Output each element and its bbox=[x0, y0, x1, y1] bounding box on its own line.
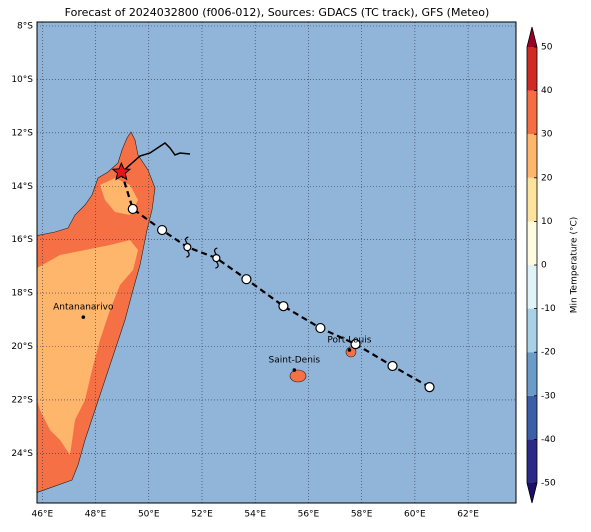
city-label: Antananarivo bbox=[53, 303, 114, 313]
x-tick-label: 56°E bbox=[298, 510, 320, 520]
x-tick-label: 46°E bbox=[32, 510, 54, 520]
cyclone-arms bbox=[214, 247, 219, 269]
colorbar-tick-label: 50 bbox=[541, 43, 553, 53]
track-point bbox=[424, 381, 435, 393]
x-tick-label: 52°E bbox=[191, 510, 213, 520]
colorbar-level bbox=[527, 221, 537, 265]
land-warm-zone bbox=[100, 178, 138, 215]
y-tick-label: 14°S bbox=[11, 182, 33, 192]
track-point bbox=[127, 203, 138, 215]
track-point-star bbox=[111, 161, 132, 181]
track-point-cyclone bbox=[212, 253, 221, 263]
x-tick-label: 62°E bbox=[457, 510, 479, 520]
colorbar-tick-label: 10 bbox=[541, 217, 553, 227]
colorbar-tick-label: 0 bbox=[541, 261, 547, 271]
colorbar-tick-label: -30 bbox=[541, 391, 556, 401]
track-point bbox=[278, 301, 289, 312]
colorbar-tick-label: -10 bbox=[541, 304, 556, 314]
y-tick-label: 16°S bbox=[11, 235, 33, 245]
land-warm-zone bbox=[37, 240, 138, 455]
colorbar-tick-label: 40 bbox=[541, 86, 553, 96]
x-tick-label: 58°E bbox=[351, 510, 373, 520]
city-dot bbox=[81, 315, 86, 319]
x-tick-label: 50°E bbox=[138, 510, 160, 520]
colorbar-level bbox=[527, 352, 537, 396]
track-point bbox=[156, 224, 168, 236]
colorbar-tick-label: -40 bbox=[541, 435, 556, 445]
cyclone-arms bbox=[185, 236, 190, 258]
colorbar-under bbox=[527, 483, 537, 503]
x-tick-label: 48°E bbox=[85, 510, 107, 520]
colorbar-tick-label: 30 bbox=[541, 130, 553, 140]
track-point bbox=[387, 360, 398, 372]
y-tick-label: 10°S bbox=[11, 75, 33, 85]
colorbar-level bbox=[527, 439, 537, 483]
x-tick-label: 60°E bbox=[404, 510, 426, 520]
y-tick-label: 12°S bbox=[11, 128, 33, 138]
colorbar-level bbox=[527, 134, 537, 178]
colorbar-level bbox=[527, 265, 537, 309]
grid bbox=[37, 22, 516, 503]
colorbar-level bbox=[527, 395, 537, 440]
track-point bbox=[315, 322, 326, 334]
colorbar-level bbox=[527, 90, 537, 135]
colorbar: -50 -40 -30 -20 -10 0 10 20 30 40 50 Min Temperatur… bbox=[526, 26, 580, 504]
y-tick-label: 22°S bbox=[11, 395, 33, 405]
past-track bbox=[121, 142, 191, 173]
map-frame bbox=[36, 21, 517, 504]
colorbar-tick-label: -50 bbox=[541, 479, 556, 489]
city-dot bbox=[347, 348, 352, 352]
colorbar-level bbox=[527, 177, 537, 222]
track-point bbox=[350, 338, 361, 350]
track-point-cyclone bbox=[183, 243, 192, 252]
y-tick-label: 18°S bbox=[11, 289, 33, 299]
colorbar-over bbox=[527, 27, 537, 47]
colorbar-level bbox=[527, 47, 537, 91]
forecast-track bbox=[111, 161, 435, 393]
axes: 46°E 48°E 50°E 52°E 54°E 56°E 58°E 60°E 62°E 8°S 1… bbox=[11, 22, 479, 520]
colorbar-level bbox=[527, 308, 537, 353]
y-tick-label: 24°S bbox=[11, 449, 33, 459]
city-label: Port Louis bbox=[327, 335, 371, 345]
x-tick-label: 54°E bbox=[244, 510, 266, 520]
map-area: Antananarivo Saint-Denis Port Louis bbox=[37, 22, 516, 503]
reunion bbox=[289, 369, 307, 383]
city-label: Saint-Denis bbox=[269, 355, 321, 365]
colorbar-tick-label: 20 bbox=[541, 173, 553, 183]
cities: Antananarivo Saint-Denis Port Louis bbox=[53, 303, 372, 372]
title: Forecast of 2024032800 (f006-012), Sourc… bbox=[65, 6, 490, 19]
colorbar-label: Min Temperature (°C) bbox=[570, 217, 580, 314]
colorbar-tick-label: -20 bbox=[541, 348, 556, 358]
y-tick-label: 8°S bbox=[17, 22, 33, 32]
city-dot bbox=[292, 368, 297, 372]
y-tick-label: 20°S bbox=[11, 342, 33, 352]
track-point bbox=[241, 274, 252, 285]
